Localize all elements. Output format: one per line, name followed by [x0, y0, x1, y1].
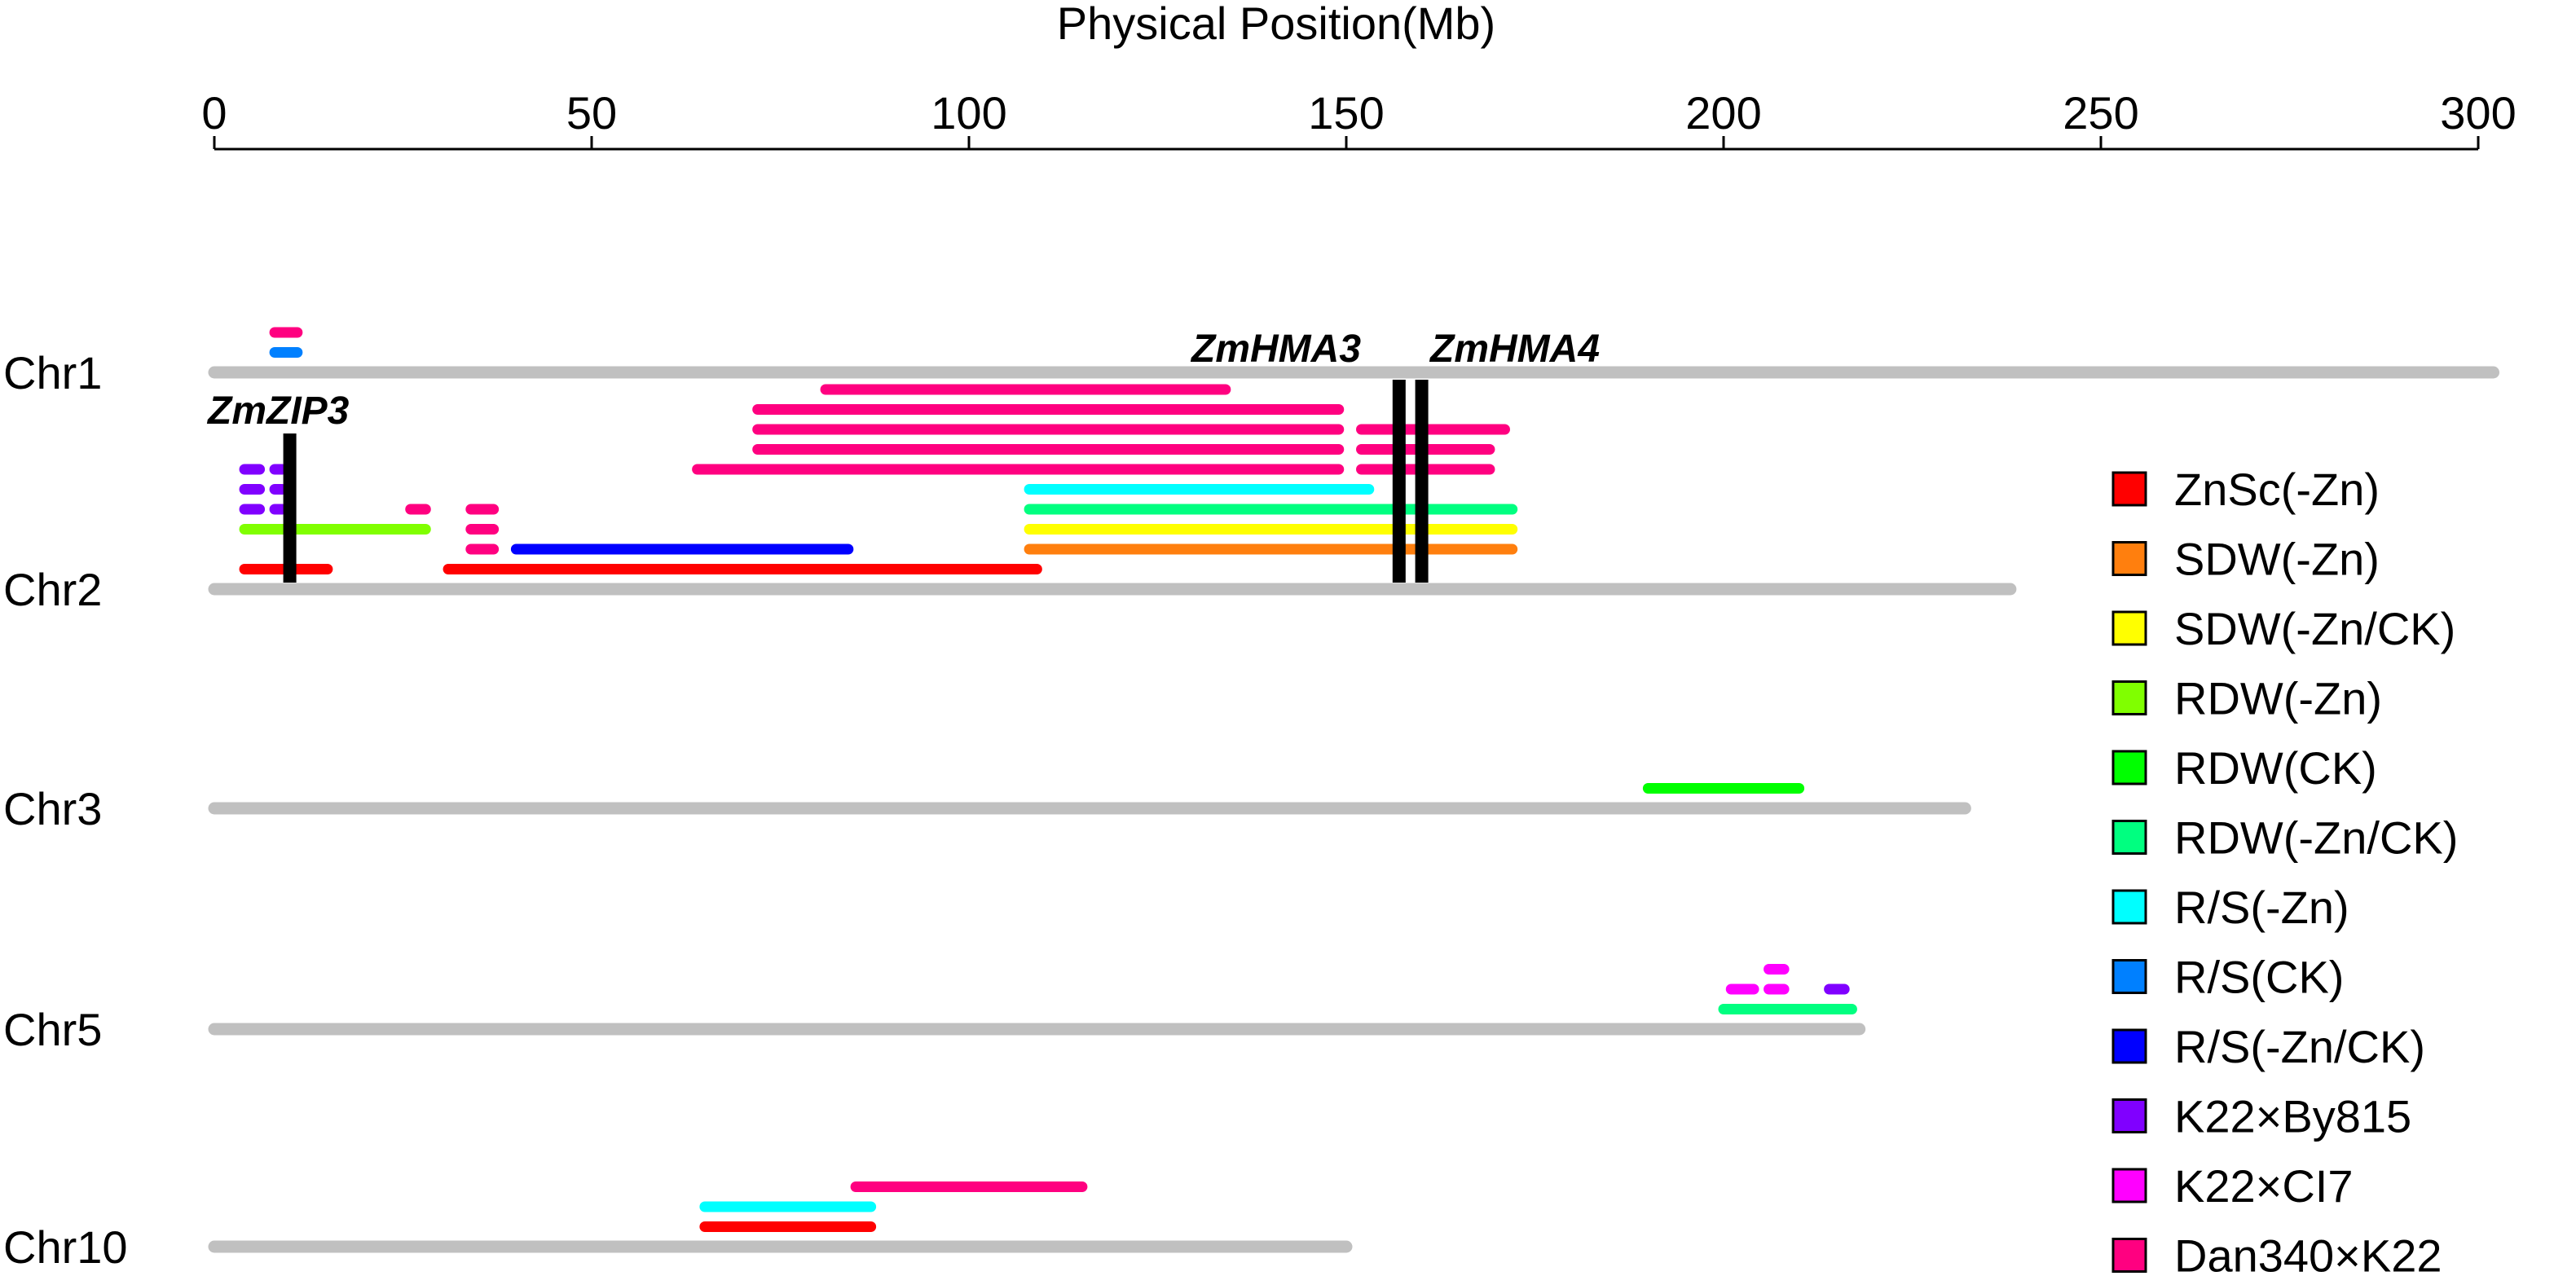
gene-label: ZmHMA4 — [1429, 328, 1600, 371]
legend-label: R/S(CK) — [2174, 952, 2344, 1003]
chromosome-tracks: Chr1 Chr2 Chr3 Chr5 Chr10 — [3, 347, 2500, 1273]
chromosome-label: Chr2 — [3, 564, 102, 615]
tick-label: 50 — [566, 87, 617, 139]
legend-label: ZnSc(-Zn) — [2174, 464, 2380, 515]
gene-label: ZmZIP3 — [206, 389, 350, 433]
chromosome-label: Chr10 — [3, 1221, 128, 1273]
legend-swatch-r-s-ck — [2111, 959, 2147, 994]
legend-swatch-k22-ci7 — [2111, 1168, 2147, 1203]
axis-title: Physical Position(Mb) — [1057, 0, 1495, 49]
legend-label: R/S(-Zn) — [2174, 882, 2349, 933]
gene-marker-zmzip3 — [283, 433, 297, 583]
legend-label: RDW(-Zn) — [2174, 673, 2382, 724]
legend-label: K22×By815 — [2174, 1091, 2411, 1142]
chromosome-label: Chr1 — [3, 347, 102, 398]
legend-label: SDW(-Zn) — [2174, 534, 2380, 585]
gene-marker-zmhma4 — [1415, 380, 1429, 583]
gene-markers: ZmZIP3 ZmHMA3 ZmHMA4 — [206, 328, 1600, 583]
tick-label: 0 — [201, 87, 227, 139]
legend-swatch-rdw-ck — [2111, 750, 2147, 785]
legend-swatch-k22-by815 — [2111, 1098, 2147, 1133]
qtl-intervals — [239, 327, 1857, 1232]
legend-swatch-rdw-zn — [2111, 680, 2147, 715]
legend-label: SDW(-Zn/CK) — [2174, 603, 2455, 654]
legend-swatch-r-s-zn — [2111, 889, 2147, 925]
gene-label: ZmHMA3 — [1190, 328, 1361, 371]
tick-label: 250 — [2063, 87, 2138, 139]
tick-label: 200 — [1685, 87, 1761, 139]
legend-swatch-r-s-zn-ck — [2111, 1028, 2147, 1064]
tick-label: 150 — [1308, 87, 1384, 139]
gene-marker-zmhma3 — [1392, 380, 1406, 583]
tick-label: 300 — [2440, 87, 2516, 139]
chromosome-label: Chr3 — [3, 783, 102, 834]
legend-label: Dan340×K22 — [2174, 1230, 2442, 1276]
legend-swatch-dan340-k22 — [2111, 1238, 2147, 1273]
legend-swatch-sdw-zn — [2111, 541, 2147, 576]
chromosome-label: Chr5 — [3, 1004, 102, 1055]
position-axis: 0 50 100 150 200 250 300 — [201, 87, 2517, 151]
tick-label: 100 — [931, 87, 1006, 139]
legend-swatch-znsc-zn — [2111, 471, 2147, 507]
legend-label: RDW(-Zn/CK) — [2174, 812, 2458, 864]
legend-label: R/S(-Zn/CK) — [2174, 1021, 2425, 1072]
legend-swatch-sdw-zn-ck — [2111, 610, 2147, 646]
legend-swatch-rdw-zn-ck — [2111, 820, 2147, 855]
legend-label: RDW(CK) — [2174, 742, 2377, 794]
legend: ZnSc(-Zn) SDW(-Zn) SDW(-Zn/CK) RDW(-Zn) RDW(… — [2111, 464, 2458, 1276]
legend-label: K22×CI7 — [2174, 1160, 2354, 1212]
